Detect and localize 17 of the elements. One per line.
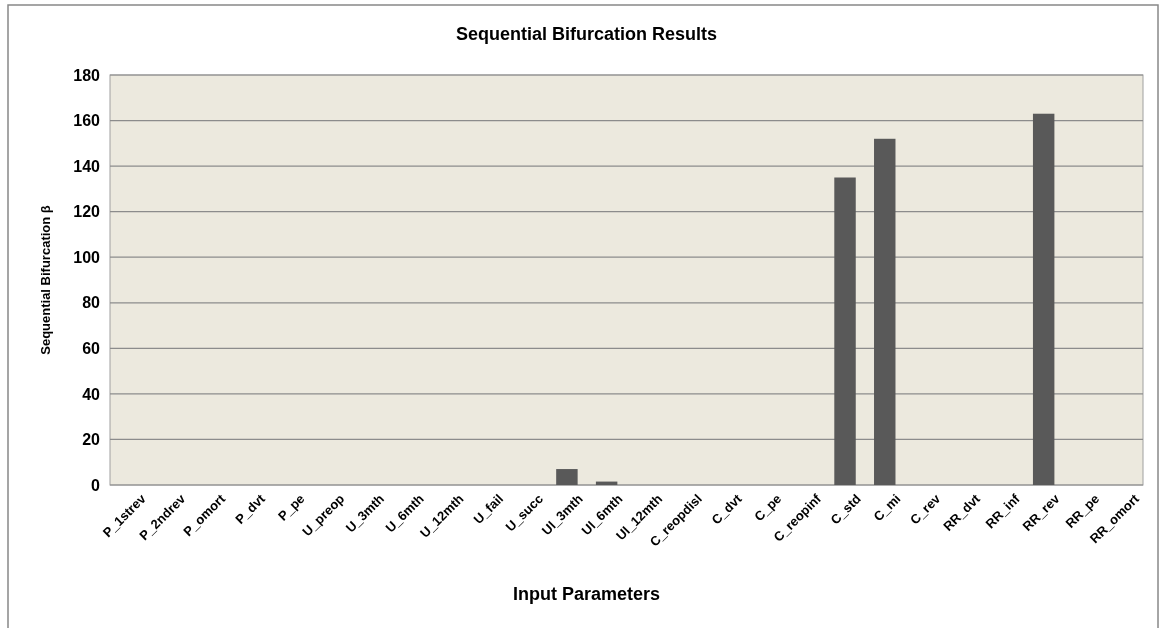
- y-axis-title: Sequential Bifurcation β: [38, 205, 53, 355]
- y-tick-label: 20: [82, 431, 101, 449]
- bar: [556, 469, 578, 485]
- bar: [874, 138, 896, 485]
- y-tick-label: 80: [82, 294, 101, 312]
- y-tick-label: 160: [73, 112, 101, 130]
- x-axis-title: Input Parameters: [512, 584, 661, 604]
- y-tick-label: 120: [73, 203, 101, 221]
- y-tick-label: 60: [82, 339, 101, 357]
- y-tick-label: 0: [91, 476, 101, 494]
- y-tick-label: 180: [73, 66, 101, 84]
- chart-title: Sequential Bifurcation Results: [455, 24, 718, 44]
- bar: [834, 177, 856, 485]
- bar: [1032, 113, 1055, 485]
- y-tick-label: 40: [82, 385, 101, 403]
- y-tick-label: 100: [73, 248, 101, 266]
- y-tick-label: 140: [73, 157, 101, 175]
